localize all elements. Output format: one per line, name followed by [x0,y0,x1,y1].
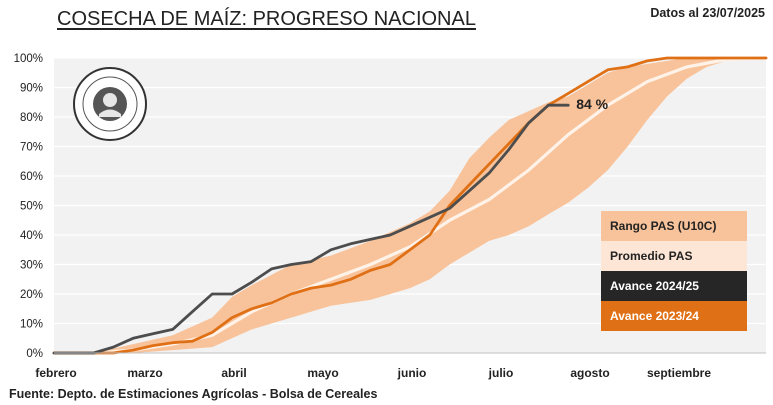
y-tick-label: 0% [26,348,43,360]
chart-title: COSECHA DE MAÍZ: PROGRESO NACIONAL [57,8,476,30]
x-tick-label: julio [488,366,514,380]
x-tick-label: septiembre [647,366,711,380]
legend-item-rango: Rango PAS (U10C) [601,211,747,241]
x-tick-label: agosto [570,366,609,380]
legend-item-avance-2024-25: Avance 2024/25 [601,271,747,301]
x-tick-label: febrero [35,366,76,380]
y-tick-label: 30% [20,260,43,272]
y-tick-label: 70% [20,142,43,154]
range-band-area [54,58,766,353]
y-tick-label: 10% [20,319,43,331]
x-tick-label: mayo [307,366,338,380]
bolsa-de-cereales-logo [73,67,147,141]
y-tick-label: 100% [14,53,43,65]
y-tick-label: 40% [20,230,43,242]
avance-2024-25-line [52,103,570,355]
x-tick-label: abril [221,366,246,380]
current-progress-label: 84 % [576,96,608,112]
y-tick-label: 50% [20,201,43,213]
y-tick-label: 90% [20,83,43,95]
avance-2023-24-line [52,56,768,355]
x-tick-label: junio [397,366,427,380]
y-axis-ticks: 0% 10% 20% 30% 40% 50% 60% 70% 80% 90% 100% [14,53,43,360]
y-tick-label: 80% [20,112,43,124]
source-note: Fuente: Depto. de Estimaciones Agrícolas… [9,387,378,401]
y-tick-label: 60% [20,171,43,183]
x-tick-label: marzo [127,366,162,380]
chart-legend: Rango PAS (U10C) Promedio PAS Avance 202… [601,211,747,331]
y-tick-label: 20% [20,289,43,301]
x-axis-ticks: febrero marzo abril mayo junio julio agosto sep… [35,366,711,380]
data-date-label: Datos al 23/07/2025 [650,6,765,20]
legend-item-avance-2023-24: Avance 2023/24 [601,301,747,331]
legend-item-promedio: Promedio PAS [601,241,747,271]
